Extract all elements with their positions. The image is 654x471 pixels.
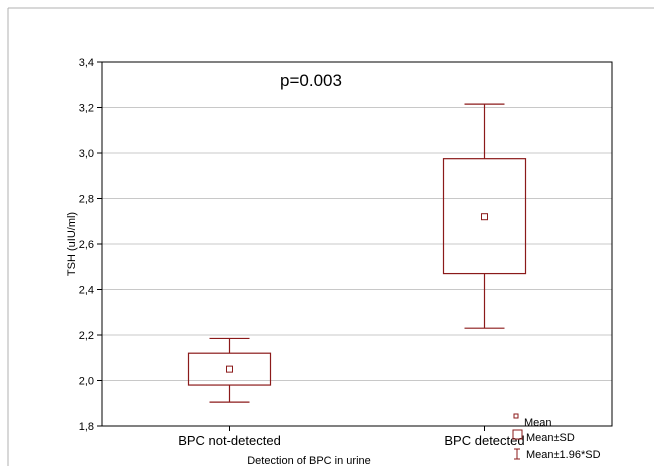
x-ticks: BPC not-detected BPC detected	[178, 426, 525, 448]
boxes	[187, 103, 527, 403]
y-ticks: 1,8 2,0 2,2 2,4 2,6 2,8 3,0 3,2 3,4	[79, 57, 102, 433]
legend-entry-mean: Mean	[524, 417, 552, 429]
legend-mean-marker	[513, 413, 519, 419]
legend-entry-mean-sd: Mean±SD	[526, 432, 575, 444]
y-tick-label: 2,0	[79, 376, 94, 388]
box-bpc-detected	[442, 103, 527, 329]
y-tick-label: 2,4	[79, 285, 94, 297]
y-tick-label: 2,6	[79, 239, 94, 251]
y-tick-label: 3,2	[79, 103, 94, 115]
y-tick-label: 1,8	[79, 421, 94, 433]
legend-entry-mean-196sd: Mean±1.96*SD	[526, 449, 601, 461]
box-bpc-not-detected	[187, 337, 272, 403]
y-axis-label: TSH (uIU/ml)	[66, 212, 78, 276]
mean-marker	[226, 365, 233, 373]
x-axis-label: Detection of BPC in urine	[247, 455, 371, 466]
legend-sd-marker	[512, 429, 523, 440]
x-tick-label: BPC not-detected	[178, 433, 281, 448]
p-value-annotation: p=0.003	[280, 71, 342, 90]
y-tick-label: 2,8	[79, 194, 94, 206]
legend: Mean Mean±SD Mean±1.96*SD	[512, 413, 601, 461]
sd-box	[442, 158, 527, 275]
mean-marker	[481, 213, 488, 221]
y-tick-label: 3,0	[79, 148, 94, 160]
x-tick-label: BPC detected	[444, 433, 524, 448]
gridlines	[102, 107, 612, 381]
legend-whisker-marker	[514, 448, 520, 460]
y-tick-label: 2,2	[79, 330, 94, 342]
sd-box	[187, 352, 272, 386]
y-tick-label: 3,4	[79, 57, 94, 69]
